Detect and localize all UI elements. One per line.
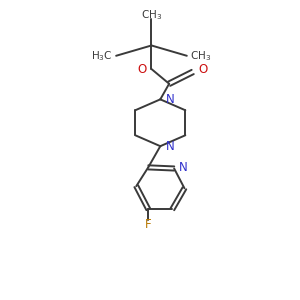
Text: N: N bbox=[178, 160, 187, 173]
Text: N: N bbox=[166, 140, 174, 153]
Text: H$_3$C: H$_3$C bbox=[91, 49, 112, 63]
Text: O: O bbox=[137, 62, 146, 76]
Text: CH$_3$: CH$_3$ bbox=[190, 49, 211, 63]
Text: F: F bbox=[145, 218, 152, 231]
Text: CH$_3$: CH$_3$ bbox=[141, 8, 162, 22]
Text: N: N bbox=[166, 93, 174, 106]
Text: O: O bbox=[198, 63, 207, 76]
